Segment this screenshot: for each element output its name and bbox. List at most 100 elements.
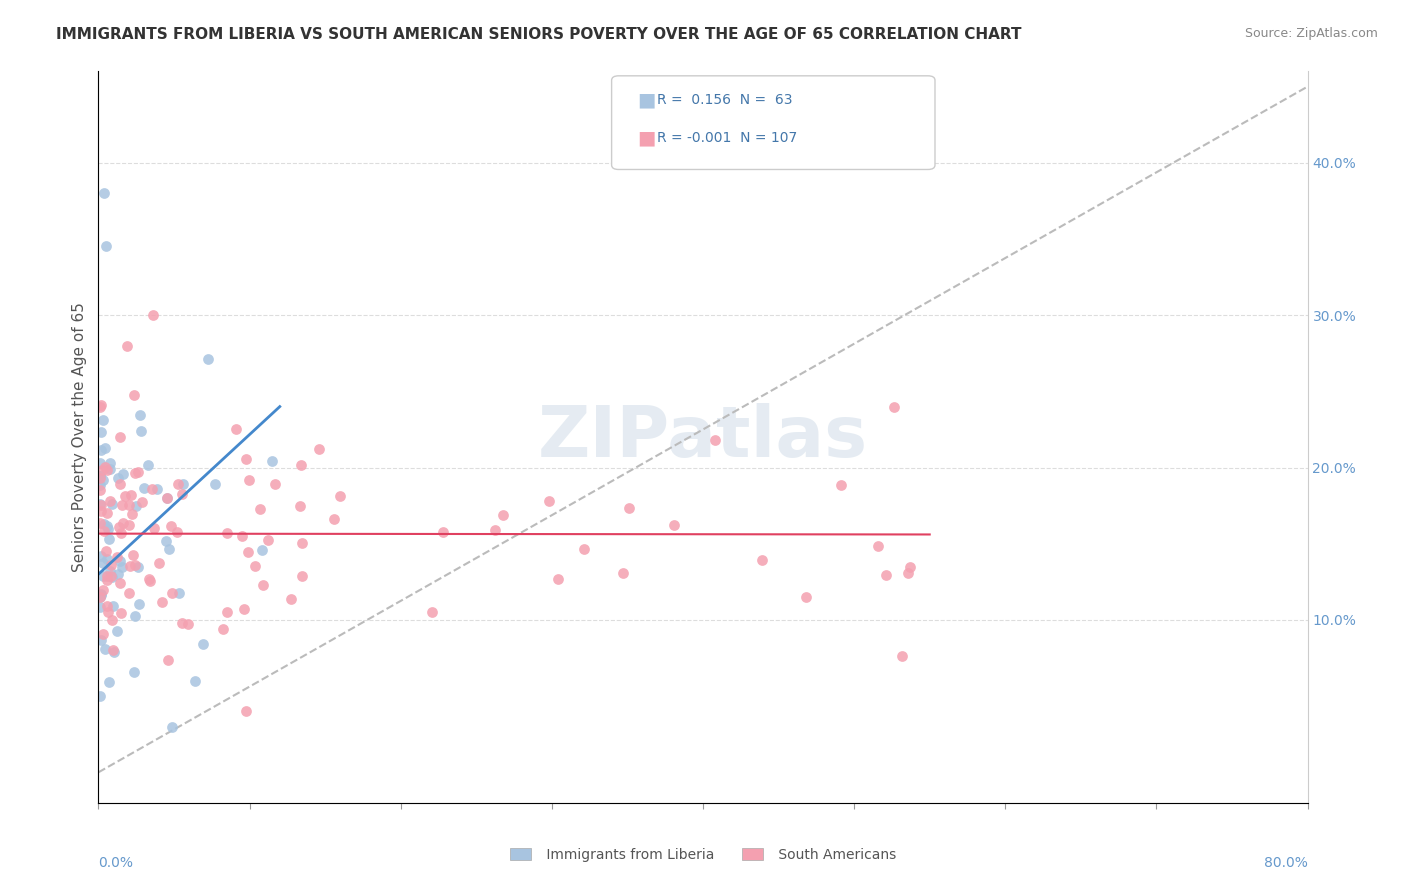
Point: [98, 564, 121, 578]
Point: [128, 409, 150, 423]
Point: [329, 489, 352, 503]
Point: [291, 569, 314, 583]
Point: [105, 624, 128, 638]
Text: 80.0%: 80.0%: [1264, 856, 1308, 870]
Point: [191, 637, 214, 651]
Point: [280, 591, 302, 606]
Point: [157, 653, 180, 667]
Point: [96, 551, 118, 566]
Point: [101, 497, 124, 511]
Point: [170, 616, 193, 631]
Point: [235, 705, 257, 719]
Point: [118, 498, 141, 512]
Point: [897, 566, 920, 580]
Point: [90, 425, 112, 439]
Point: [159, 518, 181, 533]
Point: [132, 481, 155, 495]
Point: [98, 533, 121, 547]
Point: [98, 494, 121, 508]
Point: [264, 476, 287, 491]
Point: [89, 689, 111, 703]
Point: [108, 554, 131, 568]
Point: [211, 622, 233, 636]
Point: [176, 616, 198, 631]
Point: [572, 542, 595, 557]
Point: [89, 471, 111, 485]
Point: [89, 590, 111, 604]
Point: [89, 469, 111, 483]
Point: [166, 525, 188, 540]
Text: 0.0%: 0.0%: [98, 856, 134, 870]
Point: [245, 558, 267, 573]
Point: [432, 525, 454, 540]
Point: [898, 560, 921, 574]
Point: [98, 674, 121, 689]
Point: [93, 459, 115, 474]
Point: [90, 587, 112, 601]
Point: [103, 645, 125, 659]
Point: [89, 599, 111, 614]
Point: [108, 477, 131, 491]
Point: [114, 490, 136, 504]
Point: [155, 534, 177, 549]
Point: [90, 399, 112, 413]
Point: [91, 463, 114, 477]
Point: [103, 643, 125, 657]
Point: [90, 549, 112, 563]
Point: [108, 430, 131, 444]
Point: [215, 525, 238, 540]
Text: Source: ZipAtlas.com: Source: ZipAtlas.com: [1244, 27, 1378, 40]
Point: [110, 606, 132, 620]
Point: [93, 186, 115, 201]
Point: [90, 498, 112, 512]
Y-axis label: Seniors Poverty Over the Age of 65: Seniors Poverty Over the Age of 65: [72, 302, 87, 572]
Point: [204, 477, 226, 491]
Point: [233, 602, 256, 616]
Point: [166, 477, 188, 491]
Point: [156, 491, 179, 505]
Point: [111, 516, 134, 530]
Point: [868, 539, 890, 553]
Point: [122, 388, 145, 402]
Point: [662, 517, 685, 532]
Point: [96, 599, 118, 613]
Point: [108, 576, 131, 591]
Point: [238, 473, 260, 487]
Point: [129, 424, 152, 438]
Point: [883, 400, 905, 414]
Point: [100, 558, 122, 572]
Point: [124, 665, 146, 679]
Text: ■: ■: [637, 128, 655, 148]
Point: [89, 469, 111, 483]
Point: [91, 582, 114, 597]
Point: [146, 482, 169, 496]
Point: [420, 605, 443, 619]
Point: [751, 553, 773, 567]
Point: [90, 588, 112, 602]
Point: [118, 586, 141, 600]
Point: [142, 521, 165, 535]
Point: [91, 412, 114, 426]
Point: [830, 478, 852, 492]
Point: [89, 400, 111, 414]
Point: [156, 491, 179, 505]
Point: [89, 516, 111, 530]
Point: [91, 473, 114, 487]
Point: [89, 497, 111, 511]
Text: R = -0.001  N = 107: R = -0.001 N = 107: [657, 131, 797, 145]
Legend:  Immigrants from Liberia,  South Americans: Immigrants from Liberia, South Americans: [510, 847, 896, 862]
Point: [115, 338, 138, 352]
Point: [323, 512, 346, 526]
Point: [484, 523, 506, 537]
Point: [890, 648, 912, 663]
Point: [111, 560, 134, 574]
Point: [91, 568, 114, 582]
Point: [537, 493, 560, 508]
Point: [96, 506, 118, 520]
Point: [142, 308, 165, 322]
Point: [131, 495, 153, 509]
Point: [170, 487, 193, 501]
Point: [128, 598, 150, 612]
Point: [98, 462, 121, 476]
Point: [217, 605, 239, 619]
